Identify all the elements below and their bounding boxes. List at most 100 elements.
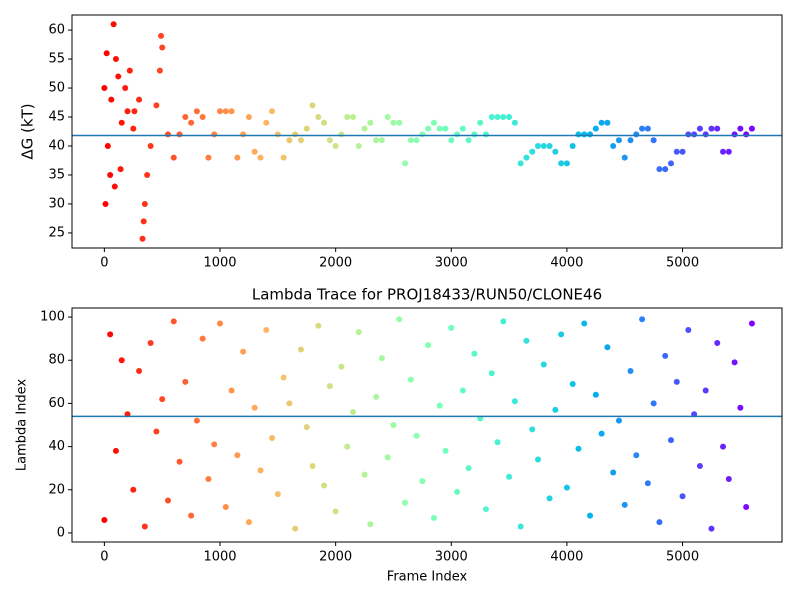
point — [436, 125, 443, 132]
point — [338, 131, 345, 138]
point — [344, 443, 351, 450]
point — [610, 142, 617, 149]
point — [517, 160, 524, 167]
point — [621, 154, 628, 161]
y-tick-label: 25 — [48, 225, 65, 240]
point — [650, 400, 657, 407]
point — [581, 131, 588, 138]
point — [158, 32, 165, 39]
point — [303, 424, 310, 431]
point — [506, 114, 513, 121]
x-axis-label: Frame Index — [387, 570, 468, 585]
point — [112, 56, 119, 63]
point — [170, 318, 177, 325]
point — [471, 350, 478, 357]
point — [139, 235, 146, 242]
y-tick-label: 45 — [48, 110, 65, 125]
y-tick-label: 20 — [48, 482, 65, 497]
point — [217, 320, 224, 327]
x-tick-label: 2000 — [319, 550, 352, 565]
point — [140, 218, 147, 225]
point — [211, 131, 218, 138]
point — [153, 102, 160, 109]
point — [122, 85, 129, 92]
point — [234, 154, 241, 161]
point — [124, 108, 131, 115]
point — [257, 467, 264, 474]
point — [731, 359, 738, 366]
point — [702, 387, 709, 394]
point — [315, 322, 322, 329]
y-tick-label: 80 — [48, 353, 65, 368]
point — [511, 119, 518, 126]
point — [725, 148, 732, 155]
point — [633, 452, 640, 459]
point — [471, 131, 478, 138]
point — [136, 96, 143, 103]
point — [581, 320, 588, 327]
point — [639, 316, 646, 323]
point — [696, 463, 703, 470]
point — [188, 512, 195, 519]
point — [378, 137, 385, 144]
point — [309, 102, 316, 109]
point — [159, 396, 166, 403]
y-tick-label: 60 — [48, 23, 65, 38]
point — [656, 166, 663, 173]
point — [644, 125, 651, 132]
point — [535, 142, 542, 149]
y-axis-label: Lambda Index — [15, 379, 30, 472]
point — [245, 114, 252, 121]
point — [737, 404, 744, 411]
x-tick-label: 3000 — [435, 550, 468, 565]
point — [118, 357, 125, 364]
point — [448, 137, 455, 144]
point — [604, 344, 611, 351]
point — [546, 142, 553, 149]
point — [170, 154, 177, 161]
point — [662, 352, 669, 359]
point — [662, 166, 669, 173]
point — [488, 370, 495, 377]
point — [667, 437, 674, 444]
point — [361, 125, 368, 132]
point — [633, 131, 640, 138]
point — [725, 475, 732, 482]
x-tick-label: 1000 — [203, 550, 236, 565]
point — [303, 125, 310, 132]
point — [326, 383, 333, 390]
point — [257, 154, 264, 161]
point — [251, 148, 258, 155]
point — [413, 432, 420, 439]
point — [454, 488, 461, 495]
point — [110, 21, 117, 28]
point — [263, 119, 270, 126]
point — [500, 318, 507, 325]
point — [292, 525, 299, 532]
y-tick-label: 100 — [40, 310, 65, 325]
point — [228, 387, 235, 394]
point — [355, 142, 362, 149]
point — [650, 137, 657, 144]
point — [506, 473, 513, 480]
point — [101, 85, 108, 92]
point — [269, 434, 276, 441]
point — [465, 137, 472, 144]
point — [217, 108, 224, 115]
point — [500, 114, 507, 121]
point — [107, 171, 114, 178]
point — [102, 200, 109, 207]
point — [488, 114, 495, 121]
point — [535, 456, 542, 463]
point — [656, 519, 663, 526]
point — [361, 471, 368, 478]
point — [621, 501, 628, 508]
point — [419, 478, 426, 485]
point — [349, 409, 356, 416]
point — [144, 171, 151, 178]
point — [321, 482, 328, 489]
point — [615, 417, 622, 424]
point — [563, 160, 570, 167]
point — [263, 327, 270, 334]
point — [315, 114, 322, 121]
